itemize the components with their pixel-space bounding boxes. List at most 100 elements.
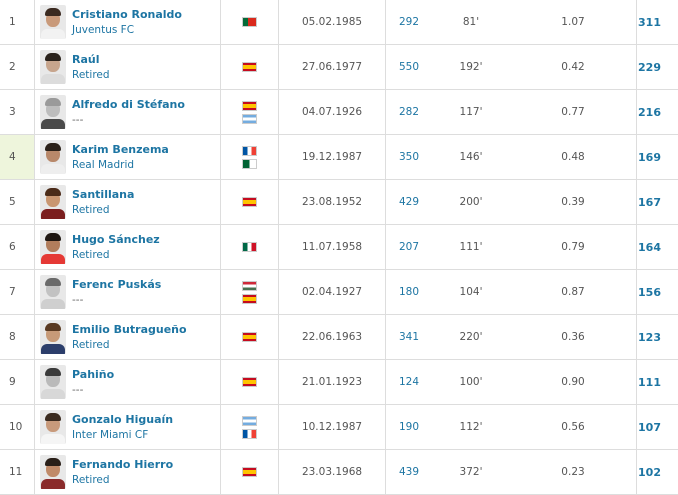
player-name-link[interactable]: Pahiño	[72, 367, 114, 382]
france-flag-icon	[242, 429, 257, 439]
goals-per-game-cell: 0.42	[510, 45, 637, 90]
goals-cell[interactable]: 156	[637, 270, 678, 315]
hungary-flag-icon	[242, 281, 257, 291]
player-name-link[interactable]: Emilio Butragueño	[72, 322, 187, 337]
rank-cell: 3	[0, 90, 35, 135]
nationality-cell	[221, 450, 279, 495]
player-photo[interactable]	[40, 5, 66, 39]
table-row: 4 Karim Benzema Real Madrid 19.12.1987 3…	[0, 135, 678, 180]
goals-cell[interactable]: 229	[637, 45, 678, 90]
rank-cell: 9	[0, 360, 35, 405]
appearances-cell[interactable]: 350	[386, 135, 433, 180]
rank-cell: 7	[0, 270, 35, 315]
appearances-cell[interactable]: 282	[386, 90, 433, 135]
player-name-link[interactable]: Santillana	[72, 187, 134, 202]
table-row: 10 Gonzalo Higuaín Inter Miami CF 10.12.…	[0, 405, 678, 450]
goals-per-game-cell: 0.23	[510, 450, 637, 495]
dob-cell: 10.12.1987	[279, 405, 386, 450]
player-name-link[interactable]: Karim Benzema	[72, 142, 169, 157]
minutes-per-goal-cell: 200'	[432, 180, 510, 225]
dob-cell: 21.01.1923	[279, 360, 386, 405]
player-club-link[interactable]: Inter Miami CF	[72, 427, 173, 443]
player-photo[interactable]	[40, 455, 66, 489]
player-name-link[interactable]: Gonzalo Higuaín	[72, 412, 173, 427]
algeria-flag-icon	[242, 159, 257, 169]
nationality-cell	[221, 135, 279, 180]
appearances-cell[interactable]: 292	[386, 0, 433, 45]
appearances-cell[interactable]: 124	[386, 360, 433, 405]
player-photo[interactable]	[40, 50, 66, 84]
rank-cell: 5	[0, 180, 35, 225]
appearances-cell[interactable]: 429	[386, 180, 433, 225]
rank-cell: 6	[0, 225, 35, 270]
goals-cell[interactable]: 311	[637, 0, 678, 45]
table-row: 1 Cristiano Ronaldo Juventus FC 05.02.19…	[0, 0, 678, 45]
nationality-cell	[221, 360, 279, 405]
player-club-link: ---	[72, 112, 185, 128]
argentina-flag-icon	[242, 114, 257, 124]
appearances-cell[interactable]: 180	[386, 270, 433, 315]
player-photo[interactable]	[40, 185, 66, 219]
minutes-per-goal-cell: 112'	[432, 405, 510, 450]
player-photo[interactable]	[40, 275, 66, 309]
rank-cell: 1	[0, 0, 35, 45]
spain-flag-icon	[242, 294, 257, 304]
player-name-link[interactable]: Alfredo di Stéfano	[72, 97, 185, 112]
dob-cell: 05.02.1985	[279, 0, 386, 45]
dob-cell: 23.03.1968	[279, 450, 386, 495]
rank-cell: 2	[0, 45, 35, 90]
player-photo[interactable]	[40, 410, 66, 444]
nationality-cell	[221, 45, 279, 90]
goals-cell[interactable]: 123	[637, 315, 678, 360]
player-cell: Alfredo di Stéfano ---	[35, 90, 221, 135]
player-name-link[interactable]: Fernando Hierro	[72, 457, 173, 472]
goals-per-game-cell: 0.87	[510, 270, 637, 315]
player-name-link[interactable]: Cristiano Ronaldo	[72, 7, 182, 22]
player-club-link[interactable]: Retired	[72, 247, 160, 263]
table-row: 8 Emilio Butragueño Retired 22.06.1963 3…	[0, 315, 678, 360]
player-photo[interactable]	[40, 140, 66, 174]
goals-cell[interactable]: 216	[637, 90, 678, 135]
goals-cell[interactable]: 111	[637, 360, 678, 405]
player-club-link[interactable]: Real Madrid	[72, 157, 169, 173]
player-photo[interactable]	[40, 320, 66, 354]
spain-flag-icon	[242, 197, 257, 207]
player-club-link[interactable]: Retired	[72, 337, 187, 353]
dob-cell: 11.07.1958	[279, 225, 386, 270]
table-row: 7 Ferenc Puskás --- 02.04.1927 180 104' …	[0, 270, 678, 315]
appearances-cell[interactable]: 207	[386, 225, 433, 270]
minutes-per-goal-cell: 220'	[432, 315, 510, 360]
table-row: 11 Fernando Hierro Retired 23.03.1968 43…	[0, 450, 678, 495]
minutes-per-goal-cell: 146'	[432, 135, 510, 180]
player-name-link[interactable]: Ferenc Puskás	[72, 277, 161, 292]
goals-cell[interactable]: 102	[637, 450, 678, 495]
player-club-link[interactable]: Retired	[72, 472, 173, 488]
goals-cell[interactable]: 169	[637, 135, 678, 180]
player-club-link[interactable]: Retired	[72, 202, 134, 218]
goals-cell[interactable]: 164	[637, 225, 678, 270]
nationality-cell	[221, 405, 279, 450]
goals-per-game-cell: 0.36	[510, 315, 637, 360]
goals-per-game-cell: 0.77	[510, 90, 637, 135]
appearances-cell[interactable]: 439	[386, 450, 433, 495]
goals-cell[interactable]: 167	[637, 180, 678, 225]
nationality-cell	[221, 225, 279, 270]
player-name-link[interactable]: Raúl	[72, 52, 110, 67]
player-photo[interactable]	[40, 365, 66, 399]
player-club-link[interactable]: Retired	[72, 67, 110, 83]
player-photo[interactable]	[40, 95, 66, 129]
player-name-link[interactable]: Hugo Sánchez	[72, 232, 160, 247]
goals-per-game-cell: 0.48	[510, 135, 637, 180]
table-row: 5 Santillana Retired 23.08.1952 429 200'…	[0, 180, 678, 225]
player-photo[interactable]	[40, 230, 66, 264]
goals-cell[interactable]: 107	[637, 405, 678, 450]
appearances-cell[interactable]: 341	[386, 315, 433, 360]
rank-cell: 8	[0, 315, 35, 360]
appearances-cell[interactable]: 190	[386, 405, 433, 450]
player-club-link[interactable]: Juventus FC	[72, 22, 182, 38]
player-cell: Fernando Hierro Retired	[35, 450, 221, 495]
appearances-cell[interactable]: 550	[386, 45, 433, 90]
portugal-flag-icon	[242, 17, 257, 27]
